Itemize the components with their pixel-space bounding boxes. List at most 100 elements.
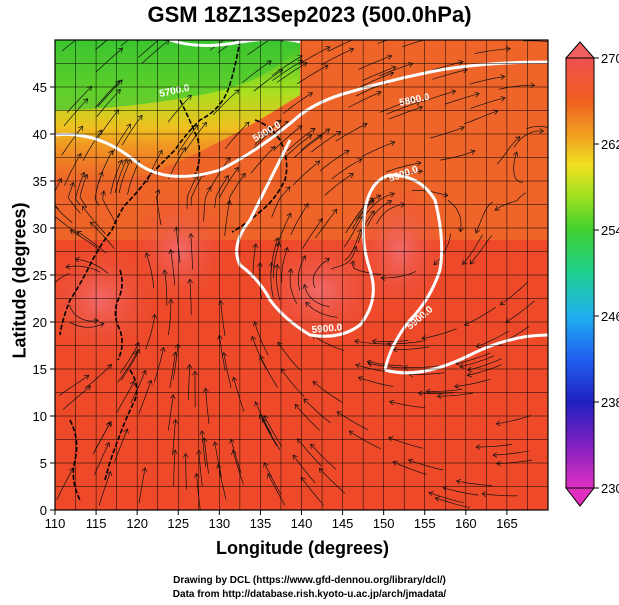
streamline-arrow xyxy=(275,241,281,248)
streamline-arrow xyxy=(324,257,330,263)
streamline xyxy=(467,364,502,376)
streamline-arrow xyxy=(310,127,316,133)
streamline xyxy=(219,167,239,198)
streamline-arrow xyxy=(76,231,83,236)
x-tick-label: 165 xyxy=(496,516,518,531)
streamline-arrow xyxy=(301,255,307,261)
streamline xyxy=(271,186,291,218)
streamline-arrow xyxy=(539,128,545,134)
streamline-arrow xyxy=(458,59,464,66)
streamline-arrow xyxy=(122,158,128,164)
streamline xyxy=(421,328,457,339)
streamline xyxy=(432,69,468,80)
streamline xyxy=(95,80,120,108)
streamline-arrow xyxy=(391,65,397,71)
streamline-arrow xyxy=(193,472,200,478)
streamline xyxy=(437,392,474,397)
streamline xyxy=(426,388,463,392)
streamline xyxy=(344,229,362,261)
streamline xyxy=(276,62,308,83)
streamline xyxy=(130,370,146,404)
x-tick-label: 130 xyxy=(208,516,230,531)
streamline xyxy=(65,265,101,273)
streamline-arrow xyxy=(86,29,91,33)
streamline-arrow xyxy=(475,342,482,349)
streamline xyxy=(219,335,226,371)
streamline xyxy=(189,279,192,316)
streamline-arrow xyxy=(285,186,291,192)
streamline-arrow xyxy=(85,385,91,391)
streamline-arrow xyxy=(470,149,476,155)
streamline xyxy=(297,64,329,85)
streamline-arrow xyxy=(117,79,123,85)
streamline-arrow xyxy=(352,245,358,252)
streamline xyxy=(138,467,146,504)
streamline-arrow xyxy=(192,370,198,376)
x-tick-label: 140 xyxy=(291,516,313,531)
streamline xyxy=(66,86,92,113)
streamline xyxy=(328,40,353,52)
streamline-arrow xyxy=(388,436,394,442)
streamline-arrow xyxy=(263,462,269,468)
streamline xyxy=(378,63,413,77)
streamline xyxy=(310,443,337,470)
streamline xyxy=(372,340,409,342)
streamline xyxy=(496,415,532,425)
streamline-arrow xyxy=(90,221,96,227)
streamline-arrow xyxy=(160,18,165,22)
streamline-arrow xyxy=(274,263,280,269)
chart-title: GSM 18Z13Sep2023 (500.0hPa) xyxy=(147,2,472,27)
streamline xyxy=(377,40,389,44)
streamline-arrow xyxy=(161,19,166,23)
streamline xyxy=(271,55,303,76)
streamline-arrow xyxy=(155,189,161,195)
streamline xyxy=(58,374,90,396)
streamline xyxy=(294,404,321,431)
wind-streamlines xyxy=(55,18,548,510)
streamline xyxy=(203,437,209,474)
streamline-arrow xyxy=(474,91,480,98)
streamline-arrow xyxy=(386,199,393,205)
streamline-arrow xyxy=(106,470,112,477)
streamline-arrow xyxy=(57,177,63,184)
streamline xyxy=(259,414,278,447)
streamline xyxy=(526,125,548,130)
streamline-arrow xyxy=(286,212,292,218)
streamline xyxy=(440,150,475,161)
streamline xyxy=(303,284,330,307)
streamline-arrow xyxy=(82,205,87,211)
streamline-arrow xyxy=(515,136,521,142)
streamline xyxy=(263,415,283,448)
streamline xyxy=(75,258,109,274)
y-tick-label: 0 xyxy=(40,503,47,518)
y-tick-label: 30 xyxy=(33,221,47,236)
streamline xyxy=(62,385,91,410)
streamline xyxy=(500,281,529,305)
streamline-arrow xyxy=(270,146,276,152)
streamline-arrow xyxy=(407,458,414,464)
streamline-arrow xyxy=(392,460,398,466)
streamline-arrow xyxy=(206,186,212,192)
streamline xyxy=(319,468,346,494)
streamline xyxy=(386,162,422,173)
streamline-arrow xyxy=(466,371,472,378)
streamline-arrow xyxy=(169,394,176,400)
streamline xyxy=(429,126,465,139)
streamline-arrow xyxy=(308,24,313,28)
streamline xyxy=(252,243,257,280)
streamline xyxy=(141,40,170,64)
streamline-arrow xyxy=(201,121,208,128)
streamline xyxy=(392,461,427,475)
streamline-arrow xyxy=(332,208,338,214)
streamline-arrow xyxy=(69,181,75,188)
streamline xyxy=(214,441,222,478)
coastlines xyxy=(59,40,288,501)
streamline-arrow xyxy=(417,390,423,397)
streamline-arrow xyxy=(212,441,219,447)
streamline-arrow xyxy=(78,125,83,131)
streamline xyxy=(64,153,82,186)
streamline xyxy=(354,340,391,345)
streamline xyxy=(228,173,246,205)
streamline-arrow xyxy=(324,128,331,134)
streamline xyxy=(82,129,103,161)
